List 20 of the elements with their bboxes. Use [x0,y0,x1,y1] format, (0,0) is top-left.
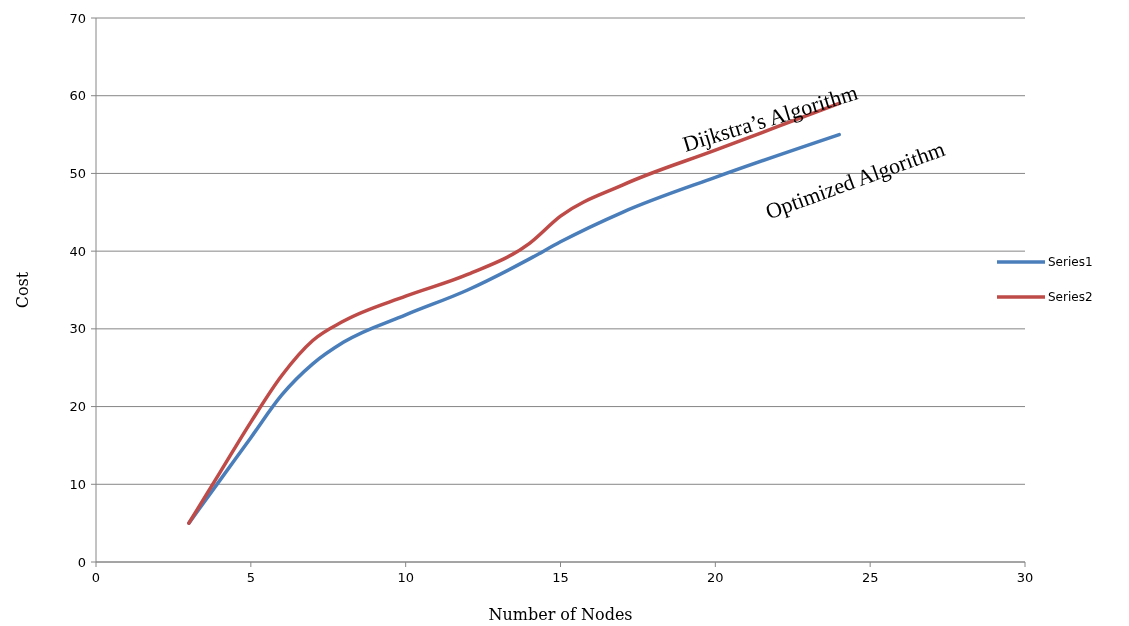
annotation: Dijkstra’s Algorithm [679,79,861,157]
y-tick-label: 20 [69,399,86,415]
legend-label: Series1 [1048,255,1093,270]
x-tick-label: 5 [246,570,255,585]
y-tick-label: 70 [69,10,86,26]
y-tick-label: 50 [69,165,86,181]
y-tick-label: 10 [69,476,86,492]
x-tick-label: 20 [707,570,724,585]
y-tick-label: 60 [69,88,86,104]
y-tick-label: 30 [69,321,86,337]
y-tick-label: 40 [69,243,86,259]
x-tick-label: 10 [397,570,414,585]
x-tick-label: 30 [1016,570,1034,585]
y-tick-label: 0 [77,554,86,570]
x-tick-label: 15 [552,570,569,585]
legend-label: Series2 [1048,290,1093,305]
x-tick-label: 0 [91,570,101,585]
x-tick-label: 25 [861,570,879,585]
y-axis-title: Cost [13,271,32,309]
x-axis-title: Number of Nodes [488,605,633,624]
